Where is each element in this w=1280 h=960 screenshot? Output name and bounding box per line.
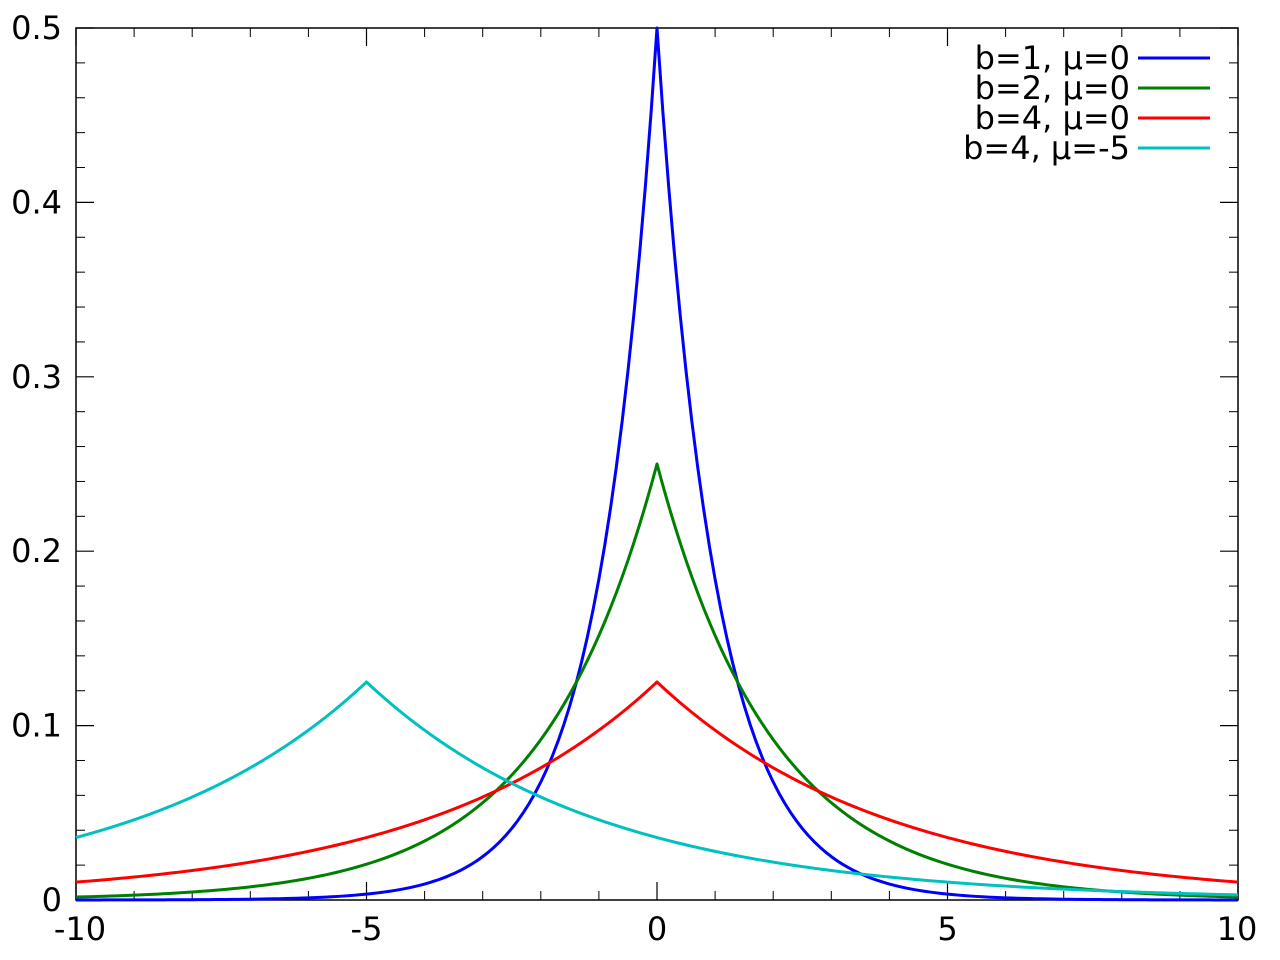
- series-line-b-4-5: [75, 680, 1239, 897]
- legend-label: b=1, μ=0: [975, 39, 1130, 77]
- series-line-b-1-0: [76, 26, 1238, 902]
- minor-ticks: [76, 28, 1238, 900]
- legend-label: b=2, μ=0: [975, 69, 1130, 107]
- x-tick-label: 5: [937, 910, 957, 948]
- legend: b=1, μ=0b=2, μ=0b=4, μ=0b=4, μ=-5: [963, 39, 1210, 167]
- legend-label: b=4, μ=0: [975, 99, 1130, 137]
- y-tick-labels: 0 0.1 0.2 0.3 0.4 0.5: [11, 9, 62, 919]
- x-tick-label: -5: [351, 910, 383, 948]
- y-tick-label: 0.2: [11, 532, 62, 570]
- y-tick-label: 0.5: [11, 9, 62, 47]
- legend-label: b=4, μ=-5: [963, 129, 1130, 167]
- y-tick-label: 0.4: [11, 183, 62, 221]
- y-tick-label: 0: [42, 881, 62, 919]
- x-tick-label: 10: [1217, 910, 1258, 948]
- y-tick-label: 0.1: [11, 707, 62, 745]
- series-line-b-2-0: [75, 462, 1239, 899]
- y-tick-label: 0.3: [11, 358, 62, 396]
- series-group: [75, 26, 1239, 902]
- x-tick-labels: -10 -5 0 5 10: [54, 910, 1257, 948]
- series-line-b-4-0: [75, 680, 1239, 884]
- x-tick-label: -10: [54, 910, 106, 948]
- x-tick-label: 0: [647, 910, 667, 948]
